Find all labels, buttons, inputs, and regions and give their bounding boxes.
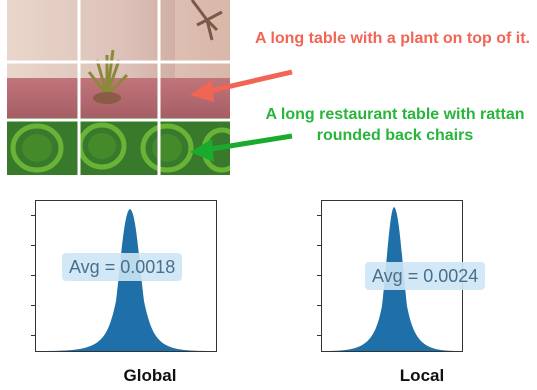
caption-top: A long table with a plant on top of it.: [255, 30, 530, 47]
scene-photo-svg: [7, 0, 243, 175]
tick: [31, 215, 35, 216]
histogram-title-global: Global: [123, 366, 177, 385]
tick: [317, 305, 321, 306]
tick: [31, 305, 35, 306]
histogram-local: Avg = 0.0024: [321, 200, 486, 352]
tick: [31, 275, 35, 276]
caption-bottom: A long restaurant table with rattan roun…: [265, 106, 525, 144]
tick: [31, 335, 35, 336]
tick: [31, 245, 35, 246]
tick: [317, 215, 321, 216]
branches: [190, 0, 223, 41]
grid-lines: [7, 0, 230, 175]
histogram-global: Avg = 0.0018: [35, 200, 217, 352]
tick: [317, 335, 321, 336]
plant: [87, 49, 129, 104]
tick: [317, 245, 321, 246]
avg-label-local: Avg = 0.0024: [365, 262, 486, 290]
scene-photo: [7, 0, 243, 175]
histogram-title-local: Local: [399, 366, 445, 385]
avg-label-global: Avg = 0.0018: [62, 253, 183, 281]
tick: [317, 275, 321, 276]
